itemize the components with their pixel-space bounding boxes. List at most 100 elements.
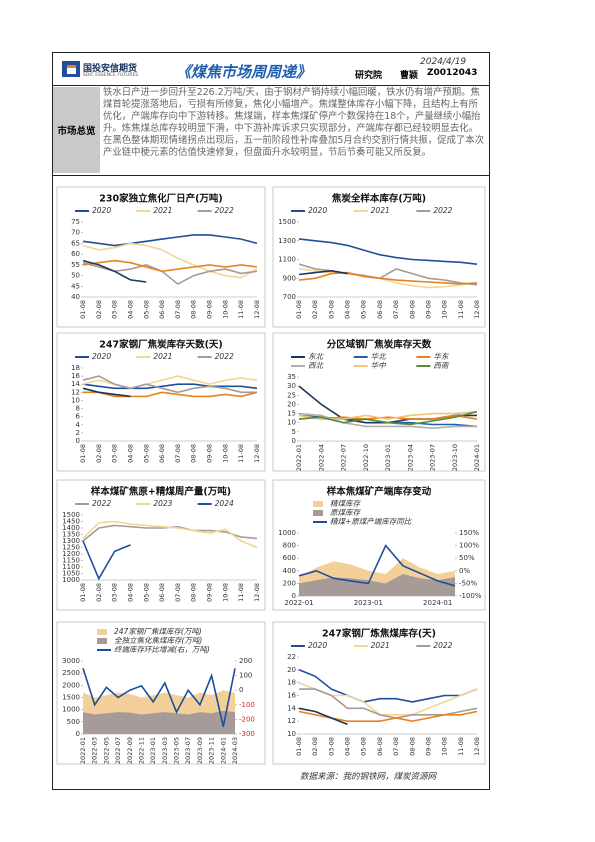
y-tick-label: 3000: [62, 657, 80, 665]
x-tick-label: 01-08: [79, 444, 87, 463]
x-tick-label: 04-08: [126, 583, 134, 602]
x-tick-label: 03-08: [327, 300, 335, 319]
legend-label: 2022: [92, 499, 111, 508]
x-tick-label: 12-08: [253, 300, 261, 319]
y-tick-label: 5: [292, 428, 296, 436]
x-tick-label: 09-08: [424, 300, 432, 319]
x-tick-label: 09-08: [206, 444, 214, 463]
x-tick-label: 12-08: [473, 737, 481, 756]
y2-tick-label: 100%: [459, 542, 479, 550]
x-tick-label: 05-08: [142, 444, 150, 463]
y-tick-label: 2500: [62, 669, 80, 677]
legend-label: 精煤+原煤产端库存同比: [330, 517, 413, 526]
y-tick-label: 35: [287, 373, 296, 381]
y-tick-label: 22: [287, 653, 296, 661]
y-tick-label: 600: [283, 554, 296, 562]
x-tick-label: 2023-09: [196, 737, 204, 764]
x-tick-label: 2024-03: [231, 737, 239, 764]
x-tick-label: 05-08: [360, 737, 368, 756]
x-tick-label: 08-08: [408, 300, 416, 319]
y-tick-label: 900: [283, 274, 296, 282]
legend-label: 精煤库存: [330, 499, 361, 508]
legend-label: 东北: [308, 352, 324, 361]
x-tick-label: 08-08: [190, 444, 198, 463]
line: [82, 259, 147, 283]
y-tick-label: 2: [76, 429, 80, 437]
y-tick-label: 50: [71, 272, 80, 280]
y2-tick-label: 150%: [459, 529, 479, 537]
x-tick-label: 10-08: [221, 444, 229, 463]
x-tick-label: 07-08: [392, 737, 400, 756]
y-tick-label: 12: [71, 388, 80, 396]
x-tick-label: 03-08: [327, 737, 335, 756]
legend-label: 2022: [215, 206, 234, 215]
x-tick-label: 2023-01: [354, 599, 383, 607]
y-tick-label: 1050: [62, 570, 80, 578]
y-tick-label: 16: [71, 372, 80, 380]
x-tick-label: 06-08: [158, 300, 166, 319]
legend-swatch: [97, 638, 107, 644]
line: [298, 412, 477, 430]
line: [298, 271, 478, 285]
frame: [52, 52, 490, 790]
x-tick-label: 01-08: [79, 583, 87, 602]
area: [83, 710, 235, 734]
x-tick-label: 11-08: [457, 737, 465, 756]
x-tick-label: 02-08: [311, 300, 319, 319]
y-tick-label: 60: [71, 250, 80, 258]
line: [298, 410, 478, 426]
x-tick-label: 09-08: [206, 300, 214, 319]
chart-frame: [272, 621, 486, 765]
legend-label: 西南: [433, 361, 449, 370]
chart-title: 247家钢厂炼焦煤库存(天): [322, 628, 436, 640]
x-tick-label: 07-08: [174, 300, 182, 319]
y-tick-label: 65: [71, 239, 80, 247]
x-tick-label: 04-08: [344, 737, 352, 756]
legend-label: 2022: [215, 352, 234, 361]
legend-swatch: [313, 501, 323, 507]
y2-tick-label: 200: [239, 657, 252, 665]
chart-frame: [56, 479, 266, 611]
x-tick-label: 2023-05: [173, 737, 181, 764]
y-tick-label: 0: [292, 437, 296, 445]
y-tick-label: 6: [76, 413, 81, 421]
x-tick-label: 2022-04: [317, 444, 325, 471]
y-tick-label: 1500: [62, 694, 80, 702]
y2-tick-label: -100%: [459, 592, 482, 600]
x-tick-label: 04-08: [344, 300, 352, 319]
legend-label: 华北: [371, 352, 387, 361]
legend-label: 2023: [153, 499, 172, 508]
legend-label: 2021: [153, 206, 172, 215]
y-tick-label: 18: [287, 679, 296, 687]
author: 曹颖: [400, 71, 419, 81]
x-tick-label: 11-08: [237, 583, 245, 602]
x-tick-label: 12-08: [473, 300, 481, 319]
summary-rule: [52, 175, 490, 176]
line: [82, 540, 131, 581]
x-tick-label: 07-08: [174, 444, 182, 463]
x-tick-label: 2023-10: [451, 444, 459, 471]
logo-en: SDIC ESSENCE FUTURES: [83, 73, 139, 78]
legend-label: 2020: [308, 641, 327, 650]
y-tick-label: 1300: [62, 537, 80, 545]
x-tick-label: 08-08: [190, 583, 198, 602]
x-tick-label: 04-08: [126, 300, 134, 319]
y-tick-label: 12: [287, 717, 296, 725]
y-tick-label: 200: [283, 579, 296, 587]
y-tick-label: 40: [71, 293, 80, 301]
x-tick-label: 2022-05: [102, 737, 110, 764]
chart-title: 样本焦煤矿产端库存变动: [327, 486, 432, 498]
line: [82, 383, 258, 390]
y-tick-label: 1300: [278, 237, 296, 245]
y-tick-label: 0: [76, 437, 80, 445]
y-tick-label: 45: [71, 282, 80, 290]
legend-label: 247家钢厂焦煤库存(万吨): [114, 627, 202, 636]
y-tick-label: 1000: [278, 529, 296, 537]
y2-tick-label: 100: [239, 672, 252, 680]
x-tick-label: 07-08: [174, 583, 182, 602]
legend-label: 2020: [308, 206, 327, 215]
line: [298, 268, 478, 289]
header-rule: [52, 85, 490, 86]
x-tick-label: 03-08: [111, 300, 119, 319]
